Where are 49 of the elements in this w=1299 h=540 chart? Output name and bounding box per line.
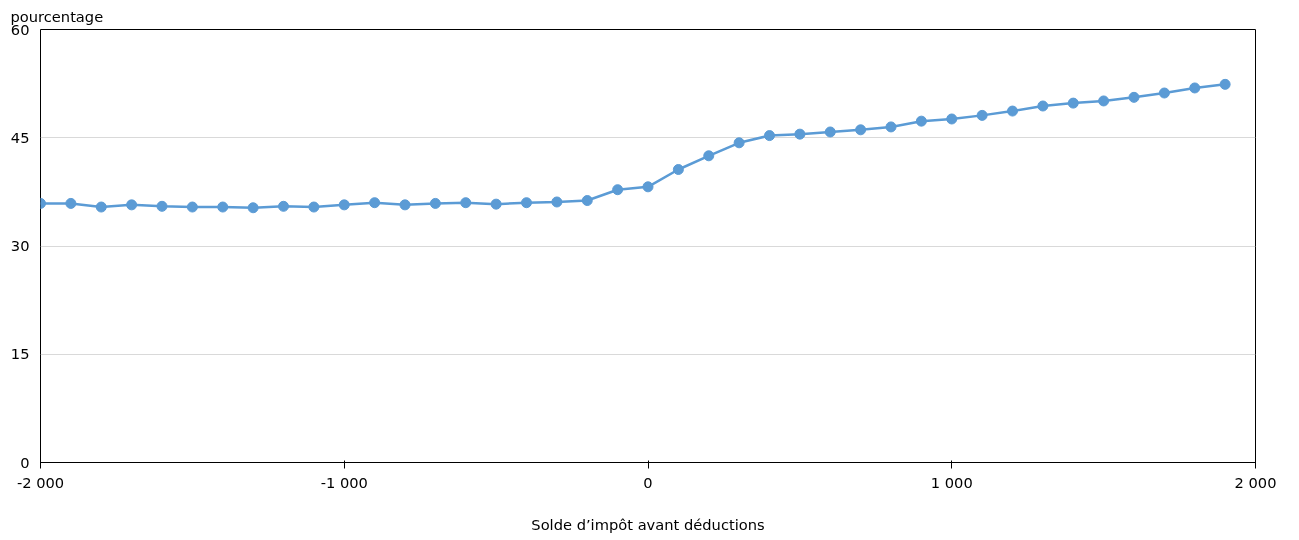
- y-tick-label: 45: [10, 128, 30, 146]
- point: [551, 196, 563, 208]
- point: [126, 199, 138, 211]
- point: [429, 197, 441, 209]
- point: [1189, 82, 1201, 94]
- point: [642, 181, 654, 193]
- point: [915, 115, 927, 127]
- point: [612, 184, 624, 196]
- point: [1128, 91, 1140, 103]
- point: [217, 201, 229, 213]
- y-tick-label: 15: [10, 345, 30, 363]
- x-tick-label: 0: [643, 473, 653, 491]
- point: [672, 164, 684, 175]
- point: [308, 201, 320, 213]
- point: [278, 200, 289, 212]
- point: [733, 137, 745, 149]
- point: [764, 130, 775, 142]
- x-tick-label: 1 000: [930, 473, 973, 491]
- point: [794, 128, 806, 140]
- point: [490, 198, 502, 210]
- point: [581, 195, 593, 207]
- point: [95, 201, 107, 213]
- x-tick-label: -2 000: [16, 473, 65, 491]
- y-tick-label: 0: [20, 453, 30, 471]
- point: [946, 113, 958, 125]
- point: [521, 197, 532, 209]
- point: [976, 109, 988, 121]
- point: [460, 197, 472, 209]
- point: [885, 121, 897, 133]
- x-tick-label: 2 000: [1234, 473, 1277, 491]
- point: [703, 150, 715, 162]
- point: [1158, 87, 1170, 99]
- point: [1067, 97, 1079, 109]
- point: [186, 201, 198, 213]
- point: [1219, 78, 1231, 90]
- point: [1098, 95, 1110, 107]
- point: [338, 199, 350, 211]
- point: [399, 199, 411, 211]
- point: [156, 200, 168, 212]
- point: [369, 197, 381, 209]
- point: [1007, 105, 1018, 117]
- x-axis-title: Solde d’impôt avant déductions: [531, 515, 765, 533]
- point: [824, 126, 836, 138]
- point: [247, 202, 259, 214]
- x-tick-label: -1 000: [320, 473, 368, 491]
- y-tick-label: 30: [10, 237, 30, 254]
- point: [65, 197, 77, 209]
- point: [1037, 100, 1049, 112]
- point: [855, 124, 867, 136]
